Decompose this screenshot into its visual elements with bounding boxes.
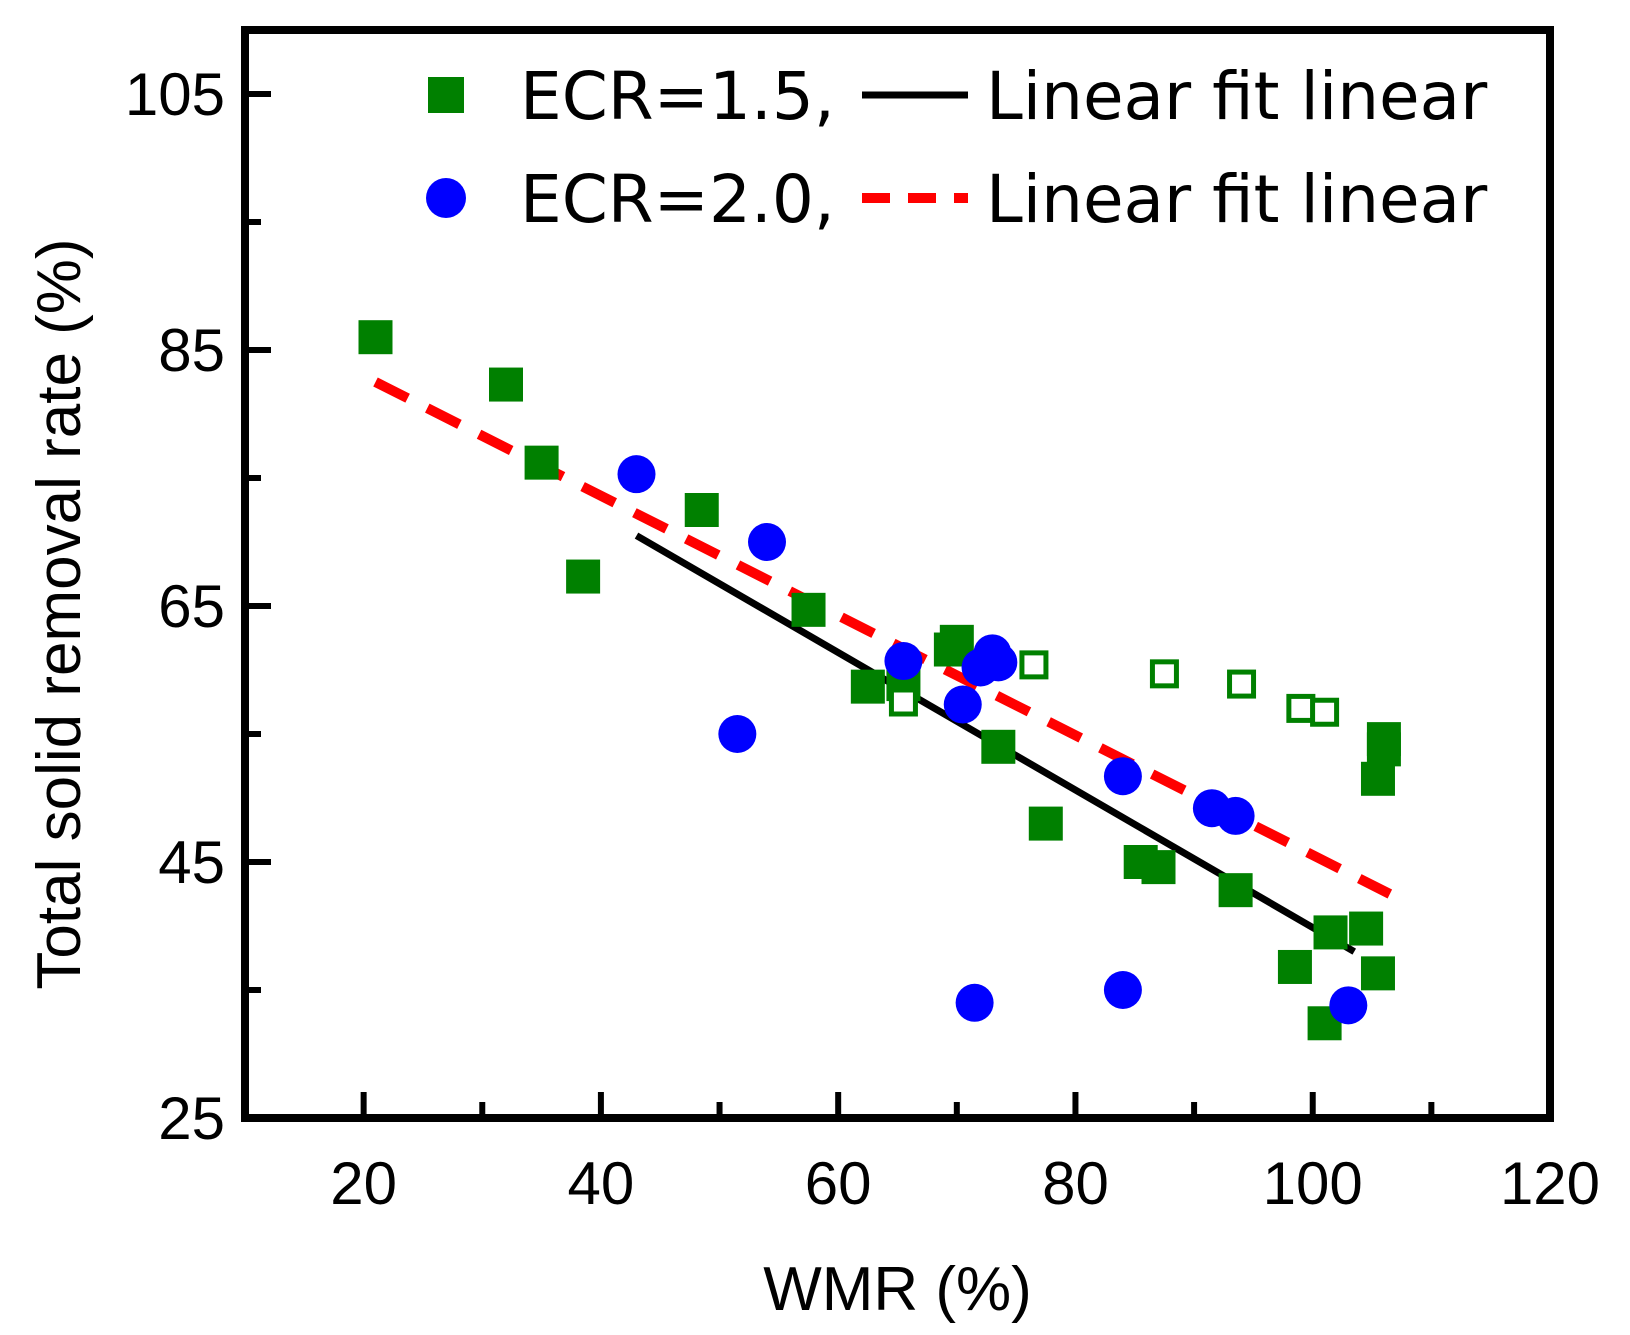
data-point-circle (1329, 986, 1368, 1025)
data-point-square (524, 445, 559, 480)
data-point-circle (979, 643, 1018, 682)
data-point-square (981, 729, 1016, 764)
data-point-square (358, 320, 393, 355)
data-point-circle (1216, 796, 1255, 835)
data-point-open-square (1149, 659, 1179, 689)
data-point-circle (1103, 971, 1142, 1009)
legend: ECR=1.5, Linear fit linear ECR=2.0, Linear … (426, 58, 1488, 238)
data-point-square (1349, 911, 1384, 946)
data-point-square (850, 669, 885, 704)
data-point-square (1360, 761, 1395, 796)
data-point-square (489, 367, 523, 402)
legend-series-label: ECR=2.0, (520, 161, 835, 238)
x-tick-label: 80 (1042, 1150, 1109, 1217)
data-point-square (684, 493, 719, 527)
x-tick-label: 120 (1500, 1150, 1600, 1217)
data-point-square (1313, 915, 1348, 950)
legend-series-label: ECR=1.5, (520, 58, 835, 135)
legend-fit-label: Linear fit linear (986, 58, 1488, 135)
y-tick-label: 85 (158, 317, 225, 384)
data-point-square (1366, 722, 1401, 757)
data-point-square (1028, 806, 1063, 841)
data-point-square (1218, 873, 1253, 908)
x-axis-title: WMR (%) (763, 1255, 1032, 1324)
data-point-circle (955, 983, 994, 1022)
data-point-open-square (1227, 669, 1257, 699)
data-point-circle (884, 642, 923, 681)
data-point-circle (943, 685, 982, 724)
y-axis-title: Total solid removal rate (%) (25, 238, 94, 989)
plot-border (241, 26, 1554, 1122)
data-point-square (1277, 949, 1312, 984)
x-tick-label: 60 (805, 1150, 872, 1217)
x-tick-label: 40 (568, 1150, 635, 1217)
data-point-circle (748, 523, 786, 561)
legend-circle-marker (426, 178, 466, 218)
y-tick-label: 25 (158, 1085, 225, 1152)
data-point-circle (718, 715, 757, 753)
data-point-square (1141, 850, 1176, 885)
data-point-open-square (1310, 697, 1340, 727)
y-tick-label: 105 (125, 61, 225, 128)
data-point-open-square (888, 687, 918, 717)
y-tick-label: 65 (158, 573, 225, 640)
data-markers (358, 320, 1401, 1041)
data-point-square (566, 559, 601, 594)
data-point-square (791, 592, 826, 627)
plot-frame (241, 26, 1554, 1122)
axis-ticks: 20 40 60 80 100 120 25 45 65 85 105 (125, 61, 1600, 1217)
x-tick-label: 100 (1263, 1150, 1363, 1217)
legend-square-marker (428, 77, 464, 113)
y-tick-label: 45 (158, 829, 225, 896)
data-point-open-square (1286, 693, 1316, 723)
x-tick-label: 20 (330, 1150, 397, 1217)
data-point-square (1360, 956, 1395, 991)
legend-fit-label: Linear fit linear (986, 161, 1488, 238)
data-point-circle (1103, 757, 1142, 796)
data-point-circle (617, 455, 656, 494)
data-point-open-square (1019, 650, 1049, 680)
